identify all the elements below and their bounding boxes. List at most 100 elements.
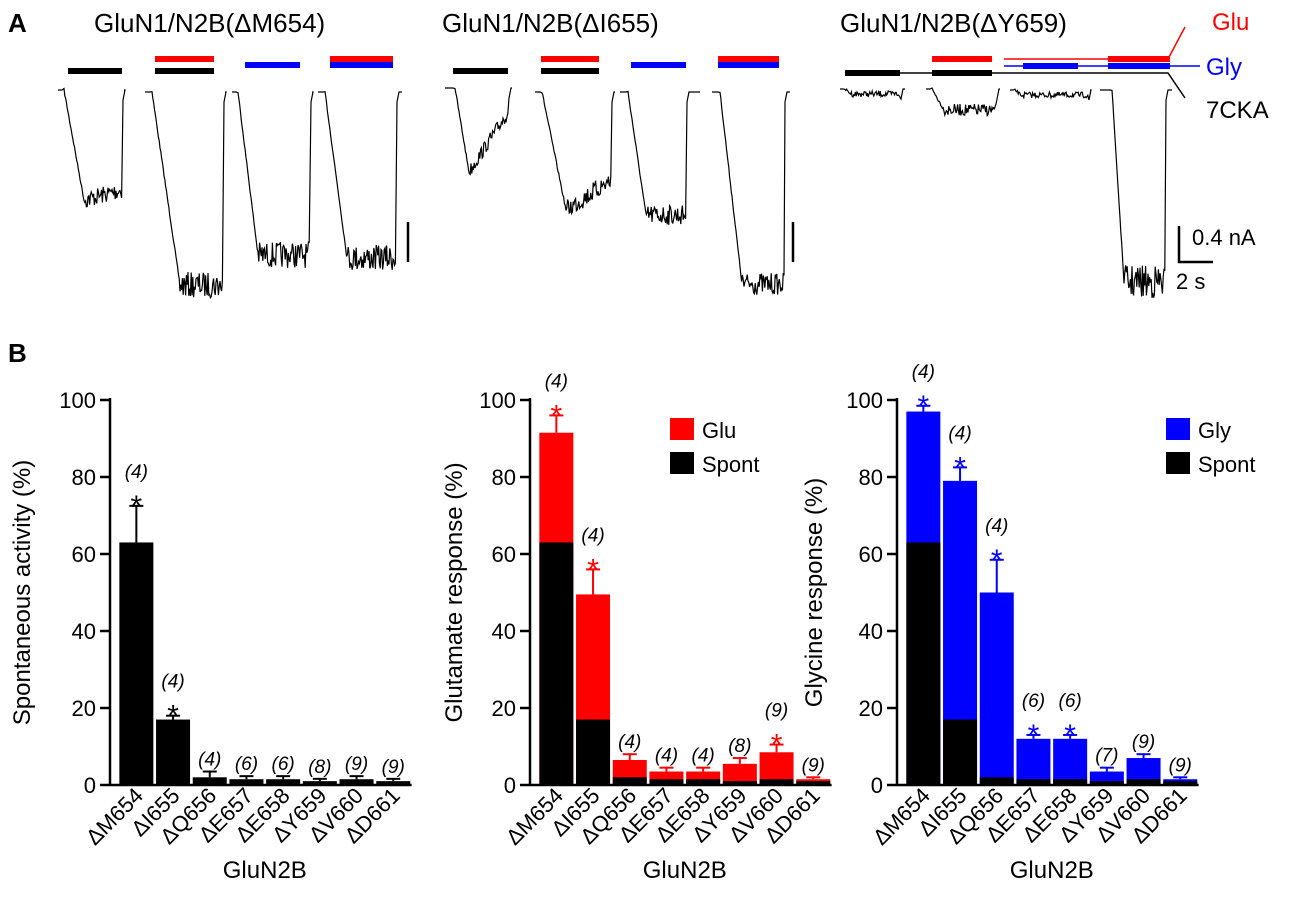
current-trace-2 [145, 91, 227, 300]
bar-spont-1 [906, 542, 941, 785]
n-label: (8) [728, 736, 751, 757]
legend-7cka-line [880, 72, 1186, 99]
current-trace-8 [712, 91, 790, 296]
n-label: (6) [235, 754, 258, 775]
application-bar-spont-3 [155, 68, 214, 74]
n-label: (7) [1095, 746, 1118, 767]
y-tick-label: 20 [492, 696, 516, 721]
bar-gly-5 [1053, 738, 1088, 785]
y-tick-label: 100 [846, 388, 883, 413]
significance-star: * [551, 399, 563, 432]
y-tick-label: 0 [84, 773, 96, 798]
significance-star: * [954, 451, 966, 484]
y-tick-label: 40 [72, 619, 96, 644]
n-label: (4) [545, 371, 568, 392]
y-tick-label: 0 [504, 773, 516, 798]
current-trace-6 [535, 91, 615, 216]
bar-spont-7 [339, 779, 374, 785]
current-trace-9 [840, 87, 905, 101]
x-axis-title: GluN2B [643, 857, 727, 884]
y-axis-title: Glutamate response (%) [441, 462, 468, 722]
bar-spont-7 [1126, 779, 1161, 785]
bar-spont-4 [1016, 779, 1051, 785]
bar-spont-1 [539, 542, 574, 785]
n-label: (8) [308, 757, 331, 778]
legend-gly-text: Gly [1206, 54, 1242, 81]
current-traces [58, 87, 1172, 300]
glycine-response-chart: 0 20 40 60 80 100 Glycine response (%) GluN2B * (… [801, 362, 1256, 884]
n-label: (4) [125, 462, 148, 483]
n-label: (9) [1169, 755, 1192, 776]
application-bar-glu-11 [718, 56, 779, 62]
trace-title-i655: GluN1/N2B(ΔI655) [442, 8, 659, 38]
bar-spont-6 [302, 781, 337, 785]
scale-current-label: 0.4 nA [1192, 225, 1256, 250]
n-label: (6) [1059, 691, 1082, 712]
legend-label-gly: Gly [1198, 418, 1231, 443]
y-tick-label: 20 [859, 696, 883, 721]
current-trace-1 [58, 87, 126, 208]
significance-star: * [918, 390, 930, 423]
bar-spont-2 [156, 719, 191, 785]
legend-swatch-spont [670, 452, 694, 474]
legend-glu-line [1004, 26, 1186, 60]
application-bar-gly-10 [631, 62, 686, 68]
legend-swatch-gly [1166, 418, 1190, 440]
y-tick-label: 80 [859, 465, 883, 490]
legend-swatch-spont [1166, 452, 1190, 474]
bar-gly-4 [1016, 738, 1051, 785]
y-tick-label: 80 [72, 465, 96, 490]
bar-glu-6 [722, 763, 757, 785]
bar-spont-2 [576, 719, 611, 785]
bar-spont-7 [759, 779, 794, 785]
y-tick-label: 100 [59, 388, 96, 413]
bar-spont-4 [229, 779, 264, 785]
bar-spont-8 [1163, 781, 1198, 785]
bar-spont-4 [649, 779, 684, 785]
n-label: (4) [692, 746, 715, 767]
significance-star: * [771, 729, 783, 762]
bar-spont-8 [796, 781, 831, 785]
application-bar-glu-14 [932, 56, 992, 62]
legend-glu-text: Glu [1212, 9, 1249, 36]
significance-star: * [1028, 719, 1040, 752]
bar-spont-8 [376, 781, 411, 785]
application-bar-gly-6 [330, 62, 393, 68]
n-label: (9) [802, 755, 825, 776]
y-tick-label: 80 [492, 465, 516, 490]
legend-label-glu: Glu [702, 418, 736, 443]
n-label: (6) [1022, 691, 1045, 712]
current-trace-12 [1100, 89, 1172, 298]
significance-star: * [587, 553, 599, 586]
legend-swatch-glu [670, 418, 694, 440]
bar-spont-5 [1053, 779, 1088, 785]
application-bar-spont-9 [541, 68, 599, 74]
trace-title-m654: GluN1/N2B(ΔM654) [94, 8, 325, 38]
x-axis-title: GluN2B [223, 857, 307, 884]
bar-spont-2 [943, 719, 978, 785]
legend-label-spont: Spont [1198, 452, 1256, 477]
y-axis-title: Spontaneous activity (%) [9, 460, 36, 725]
significance-star: * [131, 490, 143, 523]
y-tick-label: 60 [859, 542, 883, 567]
application-bar-gly-4 [245, 62, 300, 68]
legend-label-spont: Spont [702, 452, 760, 477]
panel-a-label: A [8, 8, 27, 38]
glutamate-response-chart: 0 20 40 60 80 100 Glutamate response (%) GluN2B… [441, 371, 832, 884]
n-label: (4) [985, 516, 1008, 537]
application-bar-spont-7 [453, 68, 508, 74]
current-trace-4 [318, 91, 402, 270]
y-tick-label: 60 [72, 542, 96, 567]
significance-star: * [991, 544, 1003, 577]
n-label: (4) [581, 525, 604, 546]
application-bar-spont-13 [845, 70, 900, 76]
n-label: (9) [1132, 732, 1155, 753]
bar-gly-3 [979, 592, 1014, 785]
current-trace-7 [620, 90, 700, 225]
bar-spont-3 [979, 777, 1014, 785]
n-label: (9) [345, 754, 368, 775]
current-trace-3 [232, 91, 314, 268]
bar-spont-6 [722, 781, 757, 785]
y-axis-title: Glycine response (%) [801, 478, 828, 707]
